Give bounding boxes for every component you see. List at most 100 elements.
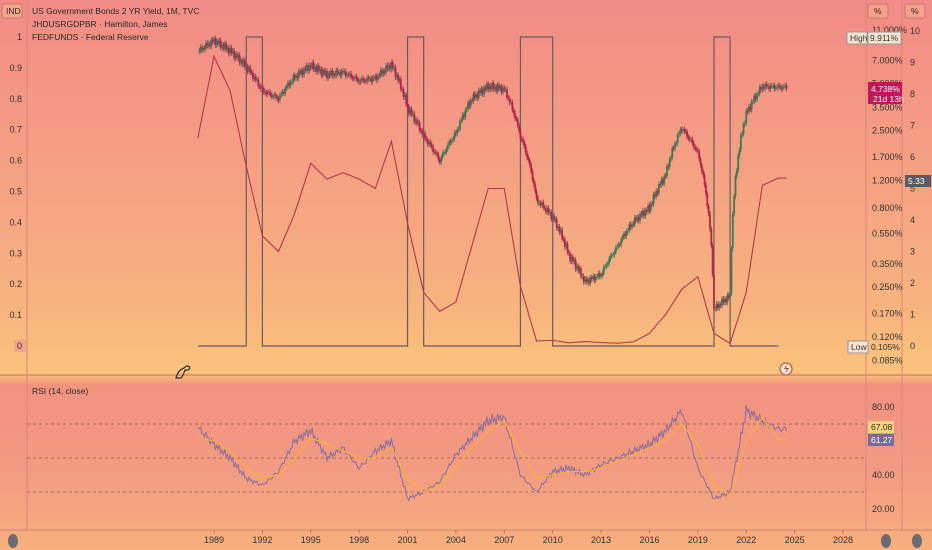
candle-body xyxy=(764,84,766,89)
candle-body xyxy=(382,70,385,75)
candle-body xyxy=(516,119,519,126)
candle-body xyxy=(293,75,296,79)
candle-body xyxy=(379,70,382,76)
candle-body xyxy=(769,85,772,90)
candle-body xyxy=(514,113,516,119)
low-label: Low xyxy=(851,342,867,352)
candle-body xyxy=(600,275,602,277)
candle-body xyxy=(523,142,526,147)
candle-body xyxy=(456,129,459,134)
candle-body xyxy=(274,94,277,97)
candle-body xyxy=(198,50,201,52)
candle-body xyxy=(258,86,261,87)
rsi-series[interactable] xyxy=(197,405,788,502)
far-right-tick-label: 9 xyxy=(910,58,915,68)
legend-series-1[interactable]: US Government Bonds 2 YR Yield, 1M, TVC xyxy=(32,6,199,16)
rsi-title[interactable]: RSI (14, close) xyxy=(32,386,88,396)
scroll-handle-left-icon[interactable] xyxy=(881,534,891,548)
candle-body xyxy=(370,78,373,82)
legend-series-2[interactable]: JHDUSRGDPBR · Hamilton, James xyxy=(32,19,168,29)
candle-body xyxy=(635,217,637,221)
candle-body xyxy=(420,130,422,132)
candle-body xyxy=(616,246,619,248)
candle-body xyxy=(578,267,581,272)
candle-body xyxy=(441,153,444,159)
candle-body xyxy=(206,42,209,46)
candle-body xyxy=(491,83,494,89)
candle-body xyxy=(495,86,498,92)
candle-body xyxy=(320,68,323,76)
ind-badge[interactable] xyxy=(1,3,23,19)
candle-body xyxy=(694,147,697,150)
candle-body xyxy=(359,80,362,83)
candle-body xyxy=(748,106,750,112)
candle-body xyxy=(608,258,611,264)
candle-body xyxy=(421,130,424,136)
candle-body xyxy=(218,40,221,45)
candle-body xyxy=(510,102,512,103)
x-tick-label: 1989 xyxy=(204,535,224,545)
candle-body xyxy=(289,81,292,86)
candle-body xyxy=(270,94,273,97)
fedfunds-series[interactable] xyxy=(197,54,787,345)
candle-body xyxy=(601,273,604,276)
candle-body xyxy=(223,43,226,49)
scroll-handle-left-edge-icon[interactable] xyxy=(8,534,18,548)
candle-body xyxy=(355,76,358,79)
pct-badge-1[interactable] xyxy=(867,3,889,19)
candle-body xyxy=(429,141,432,145)
candle-body xyxy=(711,245,714,275)
candle-body xyxy=(766,86,769,87)
candle-body xyxy=(254,76,257,80)
recession-series[interactable] xyxy=(197,36,779,347)
candle-body xyxy=(417,122,420,124)
candle-body xyxy=(207,43,210,46)
candle-body xyxy=(565,243,568,247)
candle-body xyxy=(395,74,398,78)
lightning-icon[interactable] xyxy=(779,362,793,376)
candle-body xyxy=(410,109,413,115)
candle-body xyxy=(519,130,522,139)
recession-line xyxy=(197,36,779,347)
candle-body xyxy=(737,155,740,171)
candle-body xyxy=(756,93,758,100)
candle-body xyxy=(717,303,719,309)
candle-body xyxy=(588,279,590,284)
candle-body xyxy=(405,94,408,105)
candle-body xyxy=(774,87,777,89)
legend-series-3[interactable]: FEDFUNDS · Federal Reserve xyxy=(32,32,149,42)
candle-body xyxy=(573,259,576,262)
left-tick-label: 0 xyxy=(17,341,22,351)
candle-body xyxy=(545,207,547,213)
high-label-box xyxy=(846,31,868,45)
candle-body xyxy=(480,88,483,94)
x-tick-label: 2019 xyxy=(688,535,708,545)
candle-body xyxy=(512,109,515,114)
candle-body xyxy=(549,212,551,214)
candle-body xyxy=(668,159,671,168)
candle-body xyxy=(316,65,319,72)
scroll-handle-right-icon[interactable] xyxy=(912,534,922,548)
right-tick-label: 7.000% xyxy=(872,56,903,66)
candle-body xyxy=(264,91,266,93)
candle-body xyxy=(269,92,272,95)
candle-body xyxy=(651,203,654,205)
candle-body xyxy=(201,47,203,51)
candle-body xyxy=(553,215,555,221)
candle-body xyxy=(618,244,621,246)
candle-body xyxy=(300,70,303,74)
far-right-tick-label: 2 xyxy=(910,278,915,288)
dino-icon[interactable] xyxy=(175,365,191,379)
candle-body xyxy=(237,54,240,58)
candle-body xyxy=(641,210,644,216)
candle-body xyxy=(445,148,448,153)
candle-body xyxy=(609,255,612,259)
candle-body xyxy=(742,124,745,134)
candle-body xyxy=(262,88,265,92)
yield-candles[interactable] xyxy=(198,35,788,312)
candle-body xyxy=(535,191,538,198)
candle-body xyxy=(260,86,262,89)
candle-body xyxy=(307,65,309,71)
pct-badge-2[interactable] xyxy=(904,3,926,19)
